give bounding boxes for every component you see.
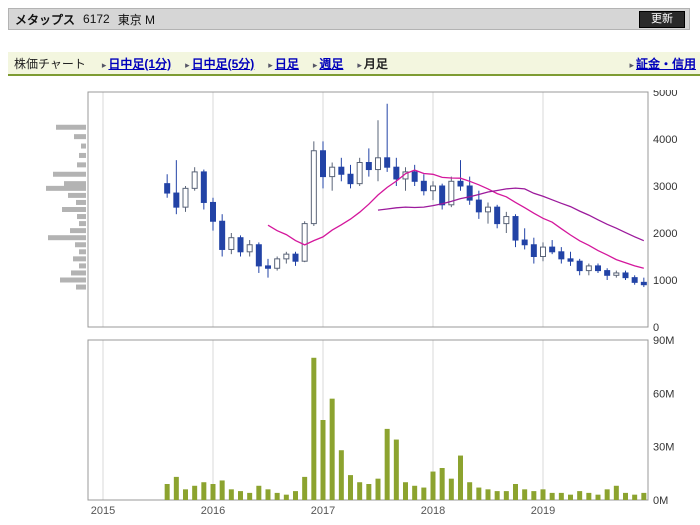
- arrow-icon: ▸: [185, 59, 190, 70]
- svg-text:60M: 60M: [653, 388, 674, 400]
- tab-intraday-1min[interactable]: ▸ 日中足(1分): [101, 56, 172, 71]
- svg-text:4000: 4000: [653, 134, 677, 146]
- chart-area: 2015 2016 2017 2018 2019 0 1000 2000 3000 4000 500…: [8, 87, 692, 520]
- svg-text:5000: 5000: [653, 90, 677, 99]
- arrow-icon: ▸: [312, 59, 318, 70]
- nav-title: 株価チャート: [14, 56, 86, 71]
- svg-text:0M: 0M: [653, 495, 668, 507]
- arrow-icon: ▸: [101, 59, 107, 70]
- arrow-icon: ▸: [357, 59, 362, 70]
- stock-market: 東京 M: [117, 12, 156, 27]
- tab-monthly[interactable]: ▸ 月足: [357, 56, 388, 71]
- chart-nav-bar: 株価チャート ▸ 日中足(1分) ▸ 日中足(5分) ▸ 日足 ▸ 週足 ▸ 月足 ▸ 証金…: [8, 52, 700, 76]
- svg-text:3000: 3000: [653, 181, 677, 193]
- svg-text:90M: 90M: [653, 335, 674, 347]
- svg-text:2016: 2016: [201, 505, 225, 517]
- stock-name: メタップス: [15, 12, 76, 27]
- stock-code: 6172: [83, 12, 110, 26]
- arrow-icon: ▸: [268, 59, 273, 70]
- tab-daily[interactable]: ▸ 日足: [268, 56, 299, 71]
- tab-intraday-5min[interactable]: ▸ 日中足(5分): [185, 56, 255, 71]
- svg-text:2015: 2015: [91, 505, 115, 517]
- svg-text:2000: 2000: [653, 228, 677, 240]
- tab-weekly[interactable]: ▸ 週足: [312, 56, 344, 71]
- svg-text:2018: 2018: [421, 505, 445, 517]
- svg-text:2019: 2019: [531, 505, 555, 517]
- svg-text:2017: 2017: [311, 505, 335, 517]
- svg-text:1000: 1000: [653, 275, 677, 287]
- arrow-icon: ▸: [629, 59, 634, 70]
- stock-chart-svg: 2015 2016 2017 2018 2019 0 1000 2000 3000 4000 500…: [46, 87, 677, 517]
- svg-text:0: 0: [653, 322, 659, 334]
- header-bar: メタップス 6172 東京 M 更新: [8, 8, 690, 30]
- refresh-button[interactable]: 更新: [639, 10, 685, 28]
- svg-text:30M: 30M: [653, 442, 674, 454]
- link-margin-credit[interactable]: ▸ 証金・信用: [629, 56, 696, 71]
